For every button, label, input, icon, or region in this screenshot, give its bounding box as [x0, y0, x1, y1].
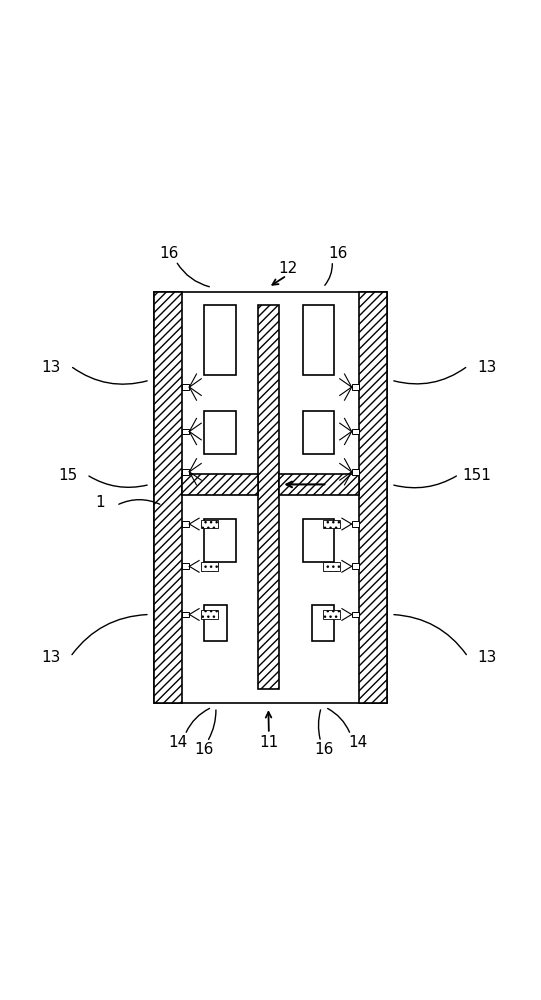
Bar	[303, 411, 334, 454]
Bar	[182, 429, 189, 434]
Text: 13: 13	[42, 360, 61, 375]
Bar	[323, 520, 340, 528]
Bar	[279, 474, 359, 495]
Bar	[352, 563, 359, 569]
Text: 13: 13	[42, 650, 61, 665]
Text: 151: 151	[463, 468, 492, 483]
Bar	[303, 519, 334, 562]
Text: 1: 1	[95, 495, 105, 510]
Bar	[352, 469, 359, 475]
Bar	[182, 563, 189, 569]
Bar	[154, 292, 387, 703]
Text: 16: 16	[328, 246, 348, 261]
Bar	[312, 605, 334, 641]
Text: 12: 12	[278, 261, 298, 276]
Bar	[182, 474, 258, 495]
Bar	[182, 469, 189, 475]
Bar	[323, 610, 340, 619]
Bar	[201, 520, 218, 528]
Bar	[352, 429, 359, 434]
Text: 16: 16	[195, 742, 214, 757]
Bar	[182, 384, 189, 390]
Bar	[303, 305, 334, 375]
Text: 13: 13	[477, 650, 497, 665]
Text: 13: 13	[477, 360, 497, 375]
Bar	[201, 562, 218, 571]
Bar	[204, 519, 236, 562]
Text: 15: 15	[58, 468, 77, 483]
Text: 16: 16	[159, 246, 179, 261]
Text: 14: 14	[168, 735, 187, 750]
Bar	[204, 411, 236, 454]
Bar	[352, 384, 359, 390]
Bar	[182, 521, 189, 527]
Bar	[352, 612, 359, 617]
Text: 11: 11	[259, 735, 279, 750]
Bar	[359, 292, 387, 703]
Bar	[154, 292, 182, 703]
Bar	[201, 610, 218, 619]
Bar	[258, 305, 279, 689]
Bar	[182, 612, 189, 617]
Bar	[323, 562, 340, 571]
Text: 14: 14	[348, 735, 368, 750]
Bar	[352, 521, 359, 527]
Bar	[204, 605, 227, 641]
Text: 16: 16	[314, 742, 333, 757]
Bar	[204, 305, 236, 375]
